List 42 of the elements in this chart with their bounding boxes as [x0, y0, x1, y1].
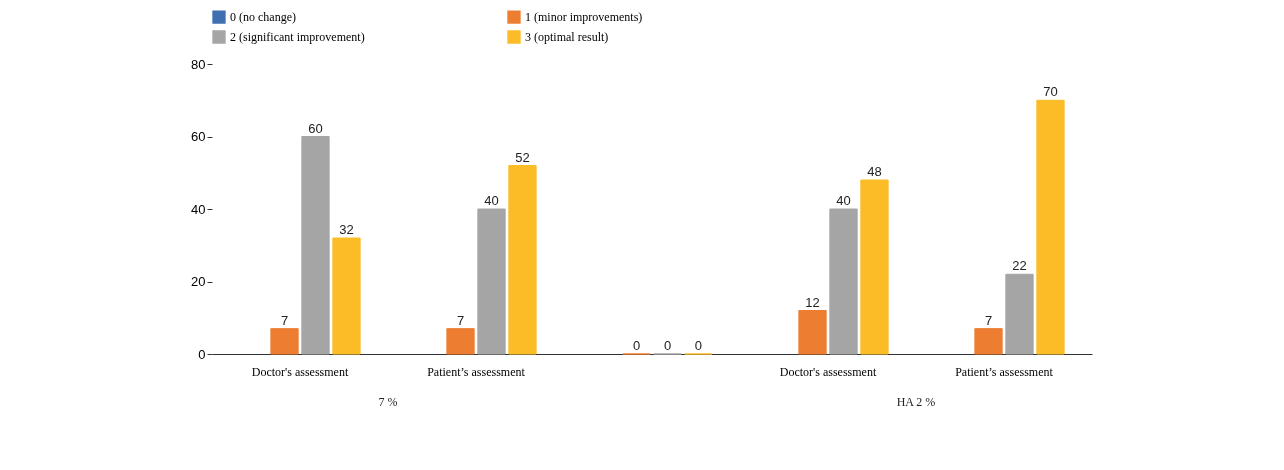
y-tick-label: 0	[198, 346, 206, 362]
bar	[477, 208, 506, 355]
bar	[508, 165, 537, 355]
bar	[860, 179, 889, 355]
y-tick-label: 40	[191, 201, 206, 217]
bar	[1005, 273, 1034, 355]
bar	[332, 237, 361, 355]
x-tick-label: Patient’s assessment	[427, 364, 526, 379]
bar	[270, 328, 299, 355]
data-label: 52	[515, 149, 530, 165]
data-label: 7	[280, 312, 289, 328]
legend-label: 2 (significant improvement)	[230, 30, 365, 44]
bar	[446, 328, 475, 355]
data-label: 22	[1012, 258, 1027, 274]
text: HA 2 %	[896, 395, 936, 409]
data-label: 40	[484, 193, 499, 208]
bar	[1036, 99, 1065, 355]
x-tick-label: Patient’s assessment	[955, 364, 1054, 379]
data-label: 0	[663, 338, 672, 353]
legend-label: 3 (optimal result)	[525, 30, 609, 44]
legend-label: 1 (minor improvements)	[525, 10, 643, 25]
data-label: 7	[456, 312, 465, 328]
bar	[829, 208, 858, 355]
legend-label: 0 (no change)	[230, 10, 296, 25]
data-label: 7	[984, 312, 993, 328]
data-label: 48	[867, 164, 882, 179]
data-label: 0	[632, 338, 641, 353]
y-tick-label: 60	[191, 129, 206, 144]
y-tick-label: 20	[191, 274, 206, 289]
y-tick-label: 80	[191, 56, 206, 72]
data-label: 12	[805, 294, 820, 310]
data-label: 0	[694, 338, 703, 353]
data-label: 70	[1043, 84, 1058, 100]
x-tick-label: Doctor's assessment	[251, 364, 349, 379]
bar	[974, 328, 1003, 355]
x-tick-label: Doctor's assessment	[779, 364, 877, 379]
bar	[798, 310, 827, 355]
data-label: 32	[339, 222, 354, 237]
bar	[301, 136, 330, 355]
data-label: 60	[308, 120, 323, 136]
data-label: 40	[836, 193, 851, 208]
text: 7 %	[378, 395, 398, 409]
